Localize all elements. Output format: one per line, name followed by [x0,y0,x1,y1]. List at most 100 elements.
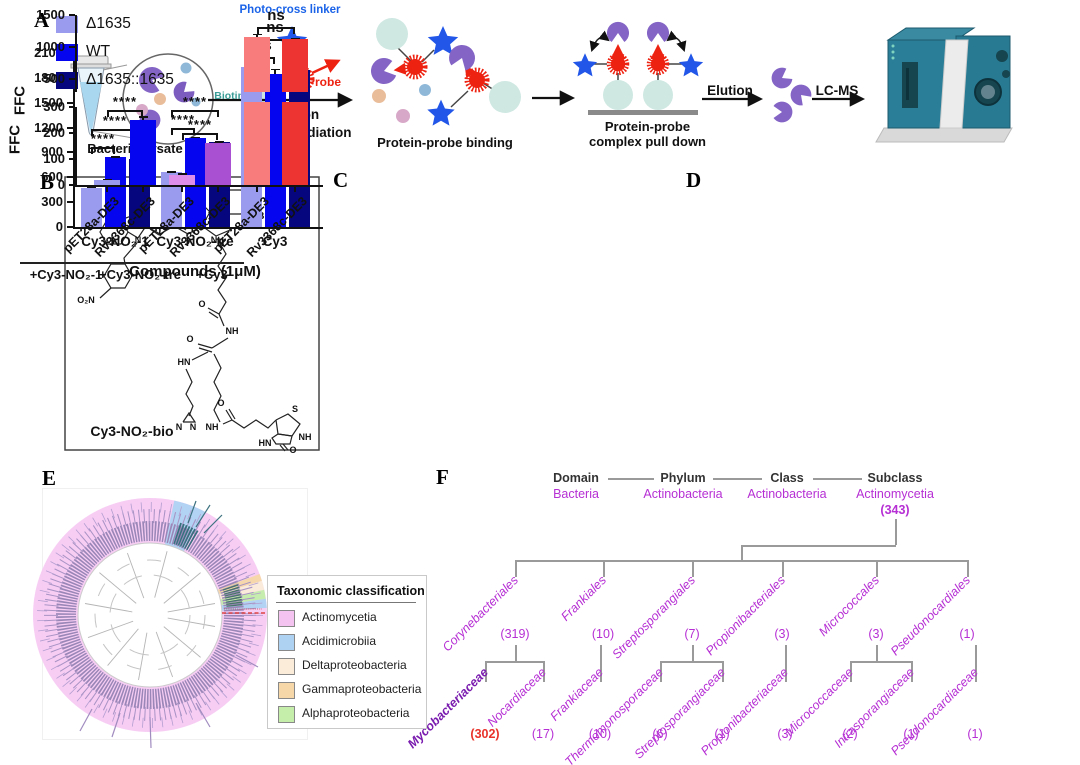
sig-line [91,147,115,150]
family-count: (1) [967,727,983,741]
family-count: (1) [903,727,919,741]
rank-name: Actinobacteria [643,487,723,501]
proteobacteria-cluster [222,583,243,608]
x-tick-label: Cy3 [262,234,288,249]
pulldown-surface [588,110,698,115]
y-tick-label: 1500 [34,94,63,110]
rank-name: Bacteria [553,487,599,501]
tree-line [600,645,602,682]
y-axis-lower [75,107,77,185]
tree-line [741,545,896,547]
tree-line [975,645,977,682]
y-tick [69,184,75,186]
sig-label: **** [187,117,213,133]
legend-swatch [56,16,78,33]
legend-label: Acidimicrobiia [302,634,377,648]
bar-lower-segment [282,102,308,185]
error-cap [252,33,262,36]
y-tick-label: 1500 [36,7,65,22]
rank-name: Actinobacteria [747,487,827,501]
dendrogram-disc [77,542,223,688]
error-cap [138,116,148,118]
atom-label: N [190,422,197,432]
y-tick [69,106,75,108]
error-cap [86,186,96,189]
sig-tick [141,110,143,117]
error-bar [274,68,276,74]
legend-swatch [278,610,295,627]
y-tick-label: 600 [41,169,63,185]
sig-line [251,39,299,42]
protein-probe-binding-label: Protein-probe binding [377,135,513,150]
sig-tick [257,26,259,34]
family-count: (302) [470,727,500,741]
legend-label: WT [86,43,111,60]
family-count: (2) [842,727,858,741]
y-tick-label: 2100 [34,45,63,60]
sig-tick [171,109,173,117]
x-axis [73,227,323,229]
taxonomy-tree: Domain Bacteria Phylum Actinobacteria Class A… [405,465,1080,765]
sig-tick [113,147,115,155]
tree-line [515,560,517,577]
compound-name: Cy3-NO₂-bio [90,423,173,439]
sig-tick [293,26,295,34]
legend-label: Δ1635 [86,15,131,32]
leaf-ring [56,521,244,709]
bar [94,179,120,185]
teal-spikes [187,500,223,534]
sig-label: ns [267,6,285,24]
order-count: (7) [684,627,700,641]
x-tick-label: Cy3-NO₂-1 [81,234,149,249]
rank-name: Actinomycetia [856,487,934,501]
y-tick-label: 300 [41,194,63,210]
panel-letter-b: B [40,170,55,194]
error-cap [270,68,280,71]
bar [80,188,102,227]
y-tick [69,78,75,80]
tree-line [876,560,878,577]
rank-label: Domain [553,471,599,485]
legend-divider [276,602,416,603]
order-count: (3) [868,627,884,641]
y-tick-label: 0 [57,177,65,192]
error-bar [142,116,144,120]
tree-line [895,519,897,545]
sig-line [171,109,219,112]
legend-label: Δ1635::1635 [86,71,174,88]
atom-label: O [217,398,224,408]
bar-chart-panel-d: 1500 1000 500 300 200 100 0 FFC pET28a-DE3 Rv3368… [0,7,350,600]
leaf-spikes [37,502,263,728]
x-tick [294,187,296,192]
circular-phylogenetic-tree [33,498,288,749]
group-label: +Cy3 [180,262,244,282]
y-tick [69,158,75,160]
tree-line [515,560,967,562]
legend-swatch [278,634,295,651]
family-name: Pseudonocardiaceae [888,665,981,759]
leaf-ring-outer [44,509,256,721]
sig-line [182,133,218,136]
y-tick-label: 1800 [34,69,63,85]
lcms-label: LC-MS [815,83,859,98]
protein-probe-binding-icon [368,18,521,126]
bar [130,120,156,185]
y-tick-label: 1200 [34,119,63,135]
legend-title: Taxonomic classification [277,584,425,598]
legend-label: Gammaproteobacteria [302,682,422,696]
legend-label: Deltaproteobacteria [302,658,407,672]
x-tick [256,187,258,192]
photo-cross-linker-label: Photo-cross linker [239,4,341,16]
rank-count: (343) [880,503,910,517]
atom-label: N [176,422,183,432]
acidimicrobiia-cluster [172,522,199,551]
atom-label: O [186,334,193,344]
family-count: (3) [777,727,793,741]
pulldown-label-line2: complex pull down [588,134,706,149]
y-tick-label: 1000 [36,39,65,54]
panel-letter-a: A [34,8,50,32]
legend-swatch [278,682,295,699]
y-tick-label: 300 [43,99,65,114]
atom-label: N [211,235,218,245]
